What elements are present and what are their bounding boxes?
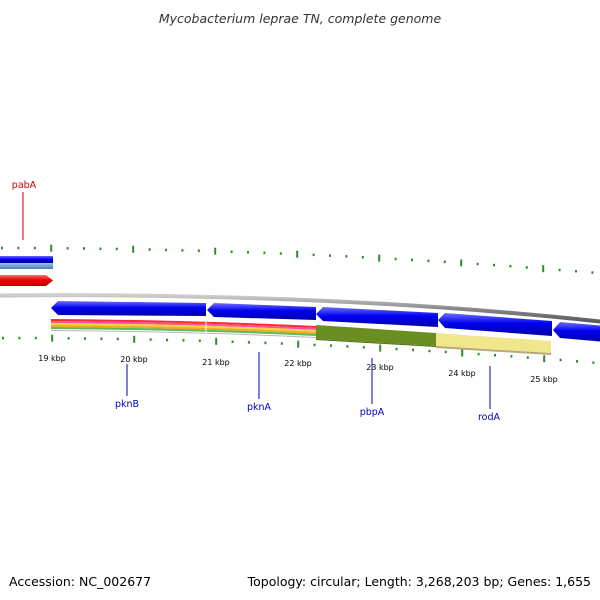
forward-genes xyxy=(51,301,600,342)
kbp-label: 22 kbp xyxy=(284,359,312,368)
svg-text:pknA: pknA xyxy=(247,402,272,413)
genome-title: Mycobacterium leprae TN, complete genome xyxy=(159,11,442,26)
kbp-label: 25 kbp xyxy=(530,375,558,384)
kbp-label: 21 kbp xyxy=(202,358,230,367)
stripe-orange xyxy=(51,325,316,334)
gene-arrow-rodA xyxy=(438,313,552,336)
kbp-label: 20 kbp xyxy=(120,355,148,364)
gene-arrow-next xyxy=(553,322,600,342)
stripe-yellow xyxy=(51,323,316,332)
svg-text:pabA: pabA xyxy=(12,180,37,191)
gene-label-pknB[interactable]: pknB xyxy=(115,364,139,410)
gene-label-pabA[interactable]: pabA xyxy=(12,180,37,240)
stripe-grey xyxy=(51,330,316,338)
upper-tick-ruler xyxy=(1,244,594,274)
accession-text: Accession: NC_002677 xyxy=(9,574,151,589)
genome-summary-text: Topology: circular; Length: 3,268,203 bp… xyxy=(247,574,591,589)
gene-arrow-pknA xyxy=(207,303,316,320)
kbp-label: 19 kbp xyxy=(38,354,66,363)
kbp-labels: 19 kbp 20 kbp 21 kbp 22 kbp 23 kbp 24 kb… xyxy=(38,354,558,384)
gene-arrow-left-blue xyxy=(0,256,53,263)
gene-arrow-left-steel xyxy=(0,263,53,269)
svg-text:pbpA: pbpA xyxy=(360,407,385,418)
svg-text:rodA: rodA xyxy=(478,412,501,423)
gene-arrow-pabA xyxy=(0,275,53,286)
gene-arrow-pknB xyxy=(51,301,206,316)
stripe-green xyxy=(51,327,316,336)
gene-arrow-pbpA xyxy=(316,307,438,327)
genome-backbone xyxy=(0,293,600,324)
annotation-stripes xyxy=(51,318,551,355)
highlight-rodA xyxy=(436,333,551,353)
stripe-red xyxy=(51,319,316,328)
lower-tick-ruler xyxy=(2,334,595,364)
gene-label-pbpA[interactable]: pbpA xyxy=(360,358,385,418)
left-edge-features xyxy=(0,256,53,286)
gene-label-pknA[interactable]: pknA xyxy=(247,352,272,413)
stripe-magenta xyxy=(51,321,316,330)
gene-label-rodA[interactable]: rodA xyxy=(478,366,501,423)
svg-text:pknB: pknB xyxy=(115,399,139,410)
kbp-label: 23 kbp xyxy=(366,363,394,372)
kbp-label: 24 kbp xyxy=(448,369,476,378)
